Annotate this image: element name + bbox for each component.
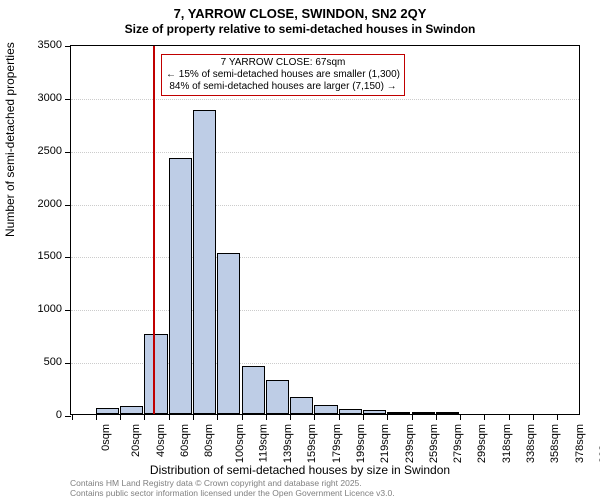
bar	[120, 406, 143, 414]
x-tick-label: 40sqm	[155, 424, 167, 457]
x-tick	[266, 414, 267, 420]
chart-title-sub: Size of property relative to semi-detach…	[0, 22, 600, 36]
x-tick	[363, 414, 364, 420]
x-tick	[217, 414, 218, 420]
x-tick-label: 259sqm	[428, 424, 440, 463]
x-tick-label: 199sqm	[355, 424, 367, 463]
x-tick	[509, 414, 510, 420]
x-tick-label: 159sqm	[307, 424, 319, 463]
y-tick	[65, 46, 71, 47]
x-tick	[412, 414, 413, 420]
y-tick	[65, 99, 71, 100]
x-tick	[169, 414, 170, 420]
y-tick	[65, 416, 71, 417]
bar	[169, 158, 192, 414]
x-tick-label: 338sqm	[525, 424, 537, 463]
x-tick-label: 139sqm	[282, 424, 294, 463]
x-tick	[460, 414, 461, 420]
chart-title-main: 7, YARROW CLOSE, SWINDON, SN2 2QY	[0, 6, 600, 21]
x-tick-label: 318sqm	[501, 424, 513, 463]
x-tick	[533, 414, 534, 420]
x-tick	[557, 414, 558, 420]
x-tick-label: 179sqm	[331, 424, 343, 463]
gridline	[71, 205, 579, 206]
y-tick-label: 2500	[38, 145, 62, 157]
x-tick	[314, 414, 315, 420]
gridline	[71, 310, 579, 311]
chart-container: 7, YARROW CLOSE, SWINDON, SN2 2QY Size o…	[0, 0, 600, 500]
x-tick-label: 0sqm	[100, 424, 112, 451]
x-tick	[290, 414, 291, 420]
x-tick	[96, 414, 97, 420]
y-tick	[65, 363, 71, 364]
x-tick	[120, 414, 121, 420]
bar	[436, 412, 459, 414]
x-tick-label: 119sqm	[257, 424, 269, 462]
x-tick	[339, 414, 340, 420]
attribution-line2: Contains public sector information licen…	[70, 488, 395, 498]
y-tick-label: 0	[56, 409, 62, 421]
annotation-line: 7 YARROW CLOSE: 67sqm	[166, 57, 400, 69]
gridline	[71, 257, 579, 258]
x-tick-label: 20sqm	[130, 424, 142, 457]
y-tick-label: 2000	[38, 198, 62, 210]
bar	[96, 408, 119, 414]
y-tick-label: 3500	[38, 39, 62, 51]
y-tick	[65, 205, 71, 206]
y-axis-title: Number of semi-detached properties	[3, 42, 17, 237]
x-tick	[484, 414, 485, 420]
annotation-line: ← 15% of semi-detached houses are smalle…	[166, 69, 400, 81]
bar	[290, 397, 313, 414]
bar	[314, 405, 337, 415]
x-tick	[242, 414, 243, 420]
x-tick	[193, 414, 194, 420]
bar	[193, 110, 216, 414]
y-tick-label: 500	[44, 356, 62, 368]
bar	[339, 409, 362, 414]
x-tick-label: 299sqm	[477, 424, 489, 463]
bar	[144, 334, 167, 414]
y-tick	[65, 310, 71, 311]
x-tick	[436, 414, 437, 420]
bar	[412, 412, 435, 414]
x-tick-label: 60sqm	[179, 424, 191, 457]
y-tick	[65, 257, 71, 258]
x-tick	[72, 414, 73, 420]
y-tick-label: 3000	[38, 92, 62, 104]
x-tick-label: 100sqm	[234, 424, 246, 463]
annotation-line: 84% of semi-detached houses are larger (…	[166, 81, 400, 93]
plot-area: 7 YARROW CLOSE: 67sqm← 15% of semi-detac…	[70, 45, 580, 415]
x-tick-label: 279sqm	[452, 424, 464, 463]
gridline	[71, 99, 579, 100]
x-tick	[144, 414, 145, 420]
x-tick-label: 219sqm	[379, 424, 391, 463]
x-tick-label: 378sqm	[574, 424, 586, 463]
x-axis-title: Distribution of semi-detached houses by …	[0, 463, 600, 477]
y-tick	[65, 152, 71, 153]
marker-line	[153, 46, 155, 414]
bar	[266, 380, 289, 414]
x-tick-label: 358sqm	[549, 424, 561, 463]
bar	[242, 366, 265, 414]
attribution-line1: Contains HM Land Registry data © Crown c…	[70, 478, 395, 488]
x-tick-label: 80sqm	[203, 424, 215, 457]
bar	[217, 253, 240, 414]
bar	[363, 410, 386, 414]
bar	[387, 412, 410, 414]
y-tick-label: 1500	[38, 250, 62, 262]
x-tick-label: 239sqm	[404, 424, 416, 463]
x-tick	[387, 414, 388, 420]
attribution-text: Contains HM Land Registry data © Crown c…	[70, 478, 395, 498]
annotation-box: 7 YARROW CLOSE: 67sqm← 15% of semi-detac…	[161, 54, 405, 96]
gridline	[71, 152, 579, 153]
y-tick-label: 1000	[38, 303, 62, 315]
